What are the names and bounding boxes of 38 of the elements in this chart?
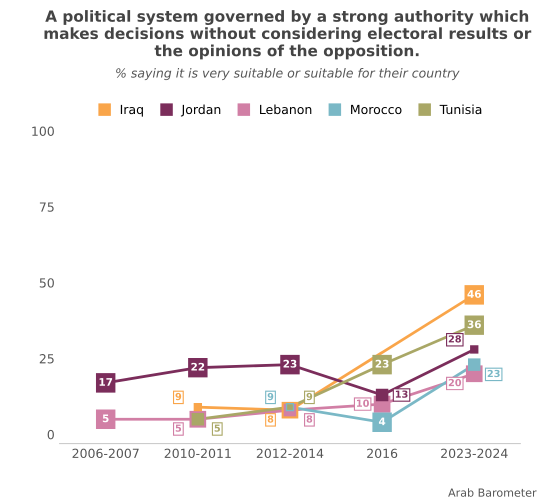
legend-label: Morocco	[351, 104, 402, 114]
data-label: 5	[214, 424, 220, 432]
data-label: 20	[448, 378, 462, 386]
data-label: 23	[284, 360, 296, 368]
legend-label: Tunisia	[440, 104, 482, 114]
data-label: 8	[268, 415, 274, 423]
x-tick-label: 2012-2014	[256, 448, 324, 458]
data-label: 13	[396, 390, 408, 398]
legend-label: Iraq	[120, 104, 143, 117]
data-label: 5	[102, 414, 109, 422]
y-tick-label: 75	[40, 202, 54, 212]
data-label: 28	[448, 335, 461, 343]
chart-subtitle: % saying it is very suitable or suitable for their country	[116, 68, 460, 80]
data-label: 46	[467, 290, 481, 298]
data-label: 23	[488, 370, 500, 378]
data-label: 36	[468, 320, 481, 328]
text: Arab Barometer	[448, 488, 537, 497]
data-label: 22	[191, 362, 204, 371]
data-label: 17	[100, 378, 112, 386]
data-label: 23	[376, 360, 389, 368]
x-tick-label: 2010-2011	[164, 448, 231, 458]
legend-label: Jordan	[180, 104, 220, 116]
data-label: 5	[176, 424, 182, 432]
chart-title: A political system governed by a strong authority which makes decisions without considering electoral results or the opinions of the opposition.	[44, 10, 532, 60]
data-label: 9	[306, 392, 312, 400]
data-label: 9	[268, 392, 274, 400]
data-label: 8	[306, 415, 312, 423]
y-tick-label: 100	[32, 126, 54, 136]
x-tick-label: 2016	[367, 448, 398, 458]
data-label: 4	[378, 418, 386, 426]
y-tick-label: 50	[40, 278, 54, 288]
x-tick-label: 2006-2007	[72, 448, 139, 458]
y-tick-label: 0	[48, 430, 54, 440]
y-tick-label: 25	[40, 354, 54, 364]
legend-label: Lebanon	[260, 104, 312, 114]
x-tick-label: 2023-2024	[441, 448, 508, 458]
data-label: 10	[357, 400, 369, 407]
data-label: 9	[176, 392, 182, 400]
